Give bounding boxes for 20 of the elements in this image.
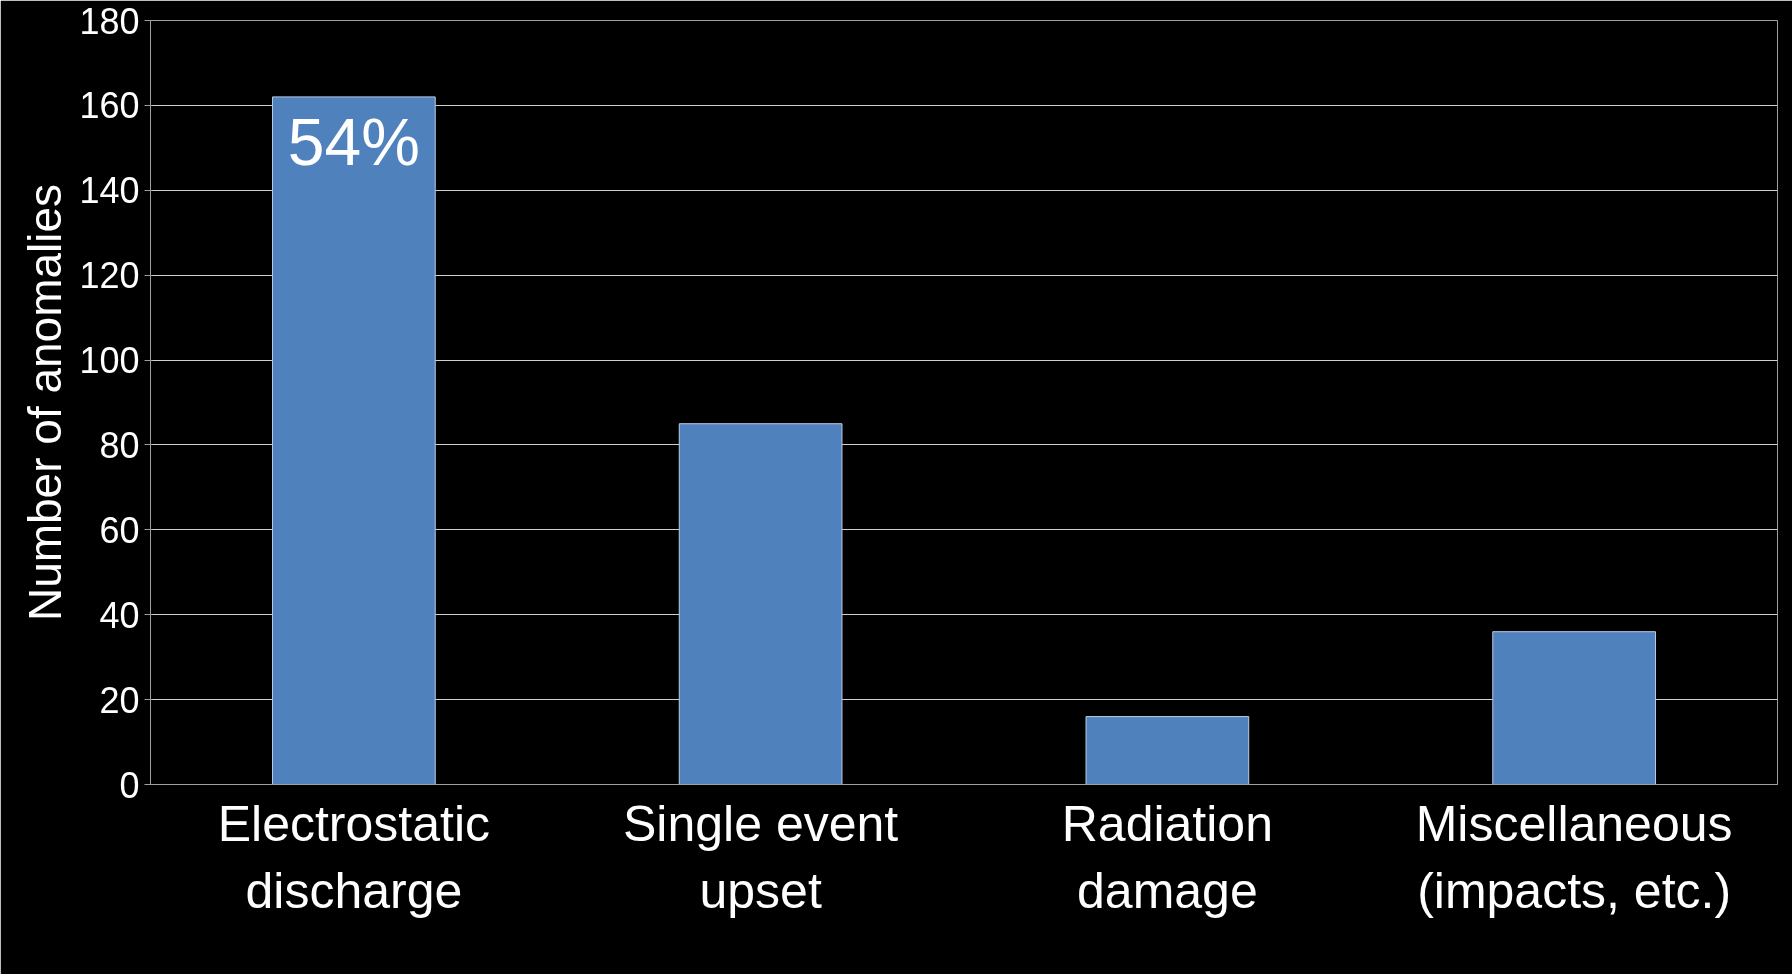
y-axis-title: Number of anomalies [19,183,72,622]
x-tick-label: Radiation damage [1061,795,1274,919]
x-tick-label: Miscellaneous (impacts, etc.) [1415,795,1733,919]
y-tick-label: 160 [79,85,140,127]
x-tick-label: Single event upset [623,795,899,919]
y-tick-label: 120 [79,255,140,297]
y-tick-label: 60 [99,509,140,551]
y-tick-label: 20 [99,679,140,721]
y-tick-label: 140 [79,170,140,212]
bar [1492,631,1656,785]
bar [678,423,843,785]
y-tick-label: 80 [99,424,140,466]
bar [272,96,436,785]
bar [1085,716,1250,785]
annotation: 54% [287,104,420,179]
y-tick-label: 0 [119,764,140,806]
y-tick-label: 100 [79,340,140,382]
y-tick-label: 180 [79,0,140,42]
y-tick-label: 40 [99,594,140,636]
x-tick-label: Electrostatic discharge [217,795,491,919]
